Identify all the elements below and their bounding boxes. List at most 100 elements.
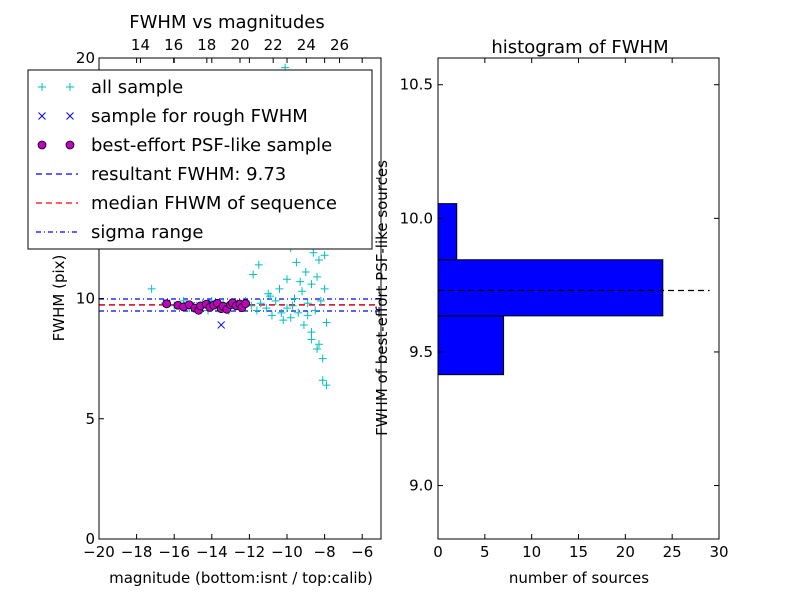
legend: all sample sample for rough FWHM best-effo… [27, 69, 373, 250]
right-y-tick-label-3: 10.5 [400, 76, 433, 94]
scatter-point-0-47 [313, 272, 322, 281]
legend-entry-3: resultant FWHM: 9.73 [36, 164, 286, 185]
left-ticks: −20−18−16−14−12−10−8−6051015201416182022… [76, 36, 381, 561]
scatter-point-0-49 [314, 256, 323, 265]
left-x-tick-label-5: −10 [271, 543, 303, 561]
left-x-tick-label-4: −12 [234, 543, 266, 561]
legend-box [27, 69, 373, 250]
right-x-tick-label-4: 20 [616, 543, 635, 561]
scatter-point-0-16 [252, 306, 261, 315]
top-x-tick-label-2: 18 [197, 36, 216, 54]
legend-label-1: sample for rough FWHM [91, 106, 308, 127]
scatter-point-0-18 [262, 304, 271, 313]
right-x-tick-label-5: 25 [663, 543, 682, 561]
right-y-tick-label-1: 9.5 [409, 343, 433, 361]
right-chart-title: histogram of FWHM [491, 37, 668, 58]
scatter-point-0-56 [320, 251, 329, 260]
scatter-point-0-27 [283, 304, 291, 313]
scatter-point-0-41 [307, 280, 316, 289]
top-x-tick-label-5: 24 [297, 36, 316, 54]
legend-entry-2: best-effort PSF-like sample [37, 135, 332, 156]
legend-marker-2-a [37, 140, 47, 150]
left-x-tick-label-0: −20 [83, 543, 115, 561]
right-x-tick-label-3: 15 [569, 543, 588, 561]
scatter-point-0-25 [279, 316, 288, 325]
left-x-tick-label-1: −18 [121, 543, 153, 561]
scatter-point-0-42 [307, 328, 316, 337]
legend-marker-0-a [38, 83, 46, 91]
scatter-point-0-24 [275, 284, 284, 293]
top-x-tick-label-6: 26 [330, 36, 349, 54]
legend-marker-1-b [66, 112, 74, 120]
scatter-point-0-66 [322, 381, 331, 390]
top-x-tick-label-4: 22 [264, 36, 283, 54]
legend-marker-1-a [38, 112, 46, 120]
scatter-point-0-31 [292, 258, 301, 267]
right-y-axis-label: FWHM of best-effort PSF-like sources [373, 160, 391, 436]
left-x-tick-label-6: −8 [314, 543, 336, 561]
scatter-point-0-52 [316, 296, 325, 305]
legend-label-3: resultant FWHM: 9.73 [91, 164, 286, 185]
scatter-point-0-32 [294, 308, 303, 317]
legend-label-2: best-effort PSF-like sample [91, 135, 332, 156]
left-y-axis-label: FWHM (pix) [50, 255, 68, 342]
right-x-tick-label-6: 30 [709, 543, 728, 561]
histogram-bars [438, 203, 664, 376]
left-x-tick-label-7: −6 [351, 543, 373, 561]
top-x-tick-label-0: 14 [131, 36, 150, 54]
scatter-point-0-55 [320, 284, 329, 293]
scatter-point-0-67 [313, 345, 322, 354]
right-x-tick-label-2: 10 [522, 543, 541, 561]
left-y-tick-label-1: 5 [85, 410, 95, 428]
scatter-point-0-29 [286, 313, 295, 322]
histogram-bar-1 [438, 259, 664, 317]
right-ticks: 0 5 10 15 20 25 30 9.0 9.5 10.0 10.5 [400, 58, 729, 561]
scatter-point-0-65 [318, 376, 327, 385]
scatter-point-0-36 [301, 268, 310, 277]
right-histogram-panel: 0 5 10 15 20 25 30 9.0 9.5 10.0 10.5 histogram of … [373, 37, 729, 587]
right-x-tick-label-1: 5 [480, 543, 490, 561]
scatter-point-0-26 [283, 275, 291, 284]
scatter-point-0-71 [288, 301, 297, 310]
scatter-point-0-17 [256, 299, 265, 308]
left-x-tick-label-2: −16 [158, 543, 190, 561]
scatter-point-0-34 [298, 287, 307, 296]
scatter-point-0-20 [254, 260, 263, 269]
legend-entry-5: sigma range [36, 222, 203, 243]
scatter-point-0-70 [296, 277, 305, 286]
scatter-point-0-69 [303, 311, 312, 320]
left-y-tick-label-0: 0 [85, 530, 95, 548]
scatter-point-2-19 [241, 299, 251, 308]
scatter-point-0-38 [303, 299, 312, 308]
right-x-axis-label: number of sources [509, 569, 649, 587]
top-x-tick-label-3: 20 [230, 36, 249, 54]
scatter-point-0-45 [311, 306, 320, 315]
scatter-point-0-54 [318, 354, 327, 363]
scatter-point-0-19 [249, 270, 258, 279]
scatter-point-0-22 [267, 311, 276, 320]
left-x-tick-label-3: −14 [196, 543, 228, 561]
scatter-point-0-72 [277, 308, 286, 317]
scatter-point-0-50 [314, 340, 323, 349]
scatter-point-0-58 [322, 318, 331, 327]
legend-entry-1: sample for rough FWHM [38, 106, 308, 127]
scatter-point-0-0 [147, 284, 156, 293]
left-y-tick-label-2: 10 [76, 290, 95, 308]
legend-entry-4: median FHWM of sequence [36, 193, 337, 214]
right-y-tick-label-0: 9.0 [409, 477, 433, 495]
histogram-bar-2 [438, 203, 458, 261]
legend-entry-0: all sample [38, 77, 183, 98]
scatter-point-0-43 [309, 248, 318, 257]
legend-marker-2-b [65, 140, 75, 150]
histogram-bar-0 [438, 315, 505, 376]
left-chart-title: FWHM vs magnitudes [129, 12, 324, 33]
legend-label-0: all sample [91, 77, 183, 98]
scatter-point-0-30 [290, 294, 299, 303]
right-y-tick-label-2: 10.0 [400, 209, 433, 227]
scatter-point-0-23 [271, 296, 280, 305]
left-y-tick-label-4: 20 [76, 49, 95, 67]
scatter-point-0-73 [266, 292, 275, 301]
top-x-tick-label-1: 16 [164, 36, 183, 54]
scatter-point-0-35 [299, 320, 308, 329]
